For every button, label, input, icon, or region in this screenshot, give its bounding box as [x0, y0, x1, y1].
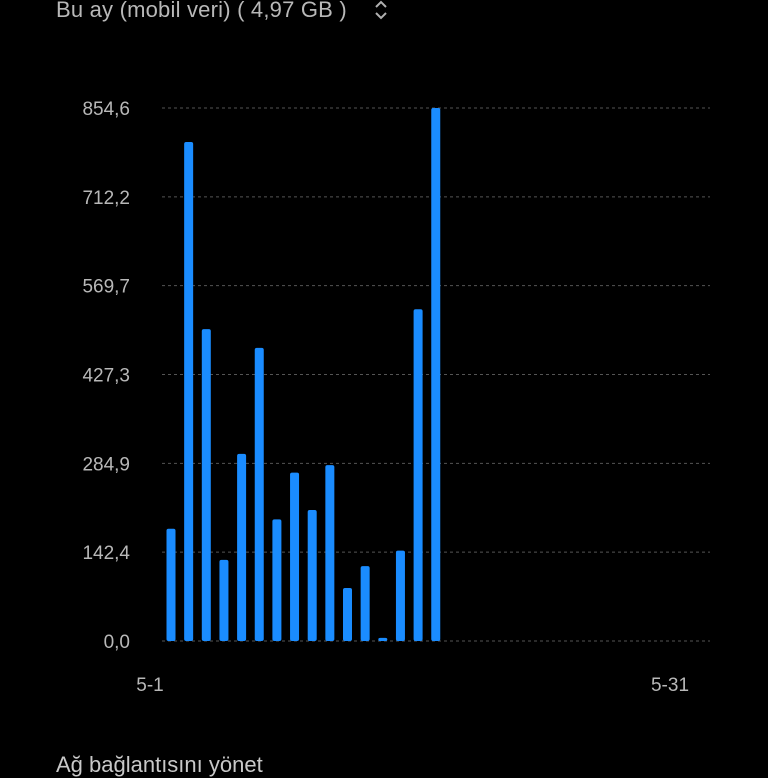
usage-bar[interactable] [184, 142, 194, 641]
y-tick-label: 569,7 [82, 277, 130, 298]
usage-bar[interactable] [325, 465, 335, 641]
manage-network-link[interactable]: Ağ bağlantısını yönet [56, 752, 263, 777]
usage-bar[interactable] [290, 472, 300, 641]
y-tick-label: 712,2 [82, 188, 130, 209]
usage-bar[interactable] [378, 637, 388, 641]
usage-bar[interactable] [201, 329, 211, 641]
usage-bar[interactable] [307, 510, 317, 641]
usage-bar[interactable] [219, 559, 229, 641]
usage-bar[interactable] [343, 587, 352, 641]
y-tick-label: 0,0 [104, 632, 130, 653]
x-tick-label: 5-1 [136, 675, 163, 696]
y-tick-label: 427,3 [82, 366, 130, 387]
usage-bar[interactable] [360, 566, 370, 641]
usage-bar[interactable] [413, 309, 423, 641]
x-tick-label: 5-31 [651, 675, 689, 696]
period-label: Bu ay (mobil veri) ( 4,97 GB ) [56, 0, 347, 22]
usage-bar[interactable] [166, 528, 176, 641]
usage-bar[interactable] [272, 519, 282, 641]
chevron-up-down-icon[interactable] [373, 0, 389, 21]
usage-bar[interactable] [237, 453, 247, 641]
period-selector[interactable]: Bu ay (mobil veri) ( 4,97 GB ) [56, 0, 389, 28]
y-tick-label: 854,6 [82, 99, 130, 120]
y-tick-label: 142,4 [82, 543, 130, 564]
usage-bar[interactable] [431, 108, 441, 641]
usage-bar[interactable] [254, 347, 264, 641]
usage-bar[interactable] [395, 550, 405, 641]
y-tick-label: 284,9 [82, 454, 130, 475]
